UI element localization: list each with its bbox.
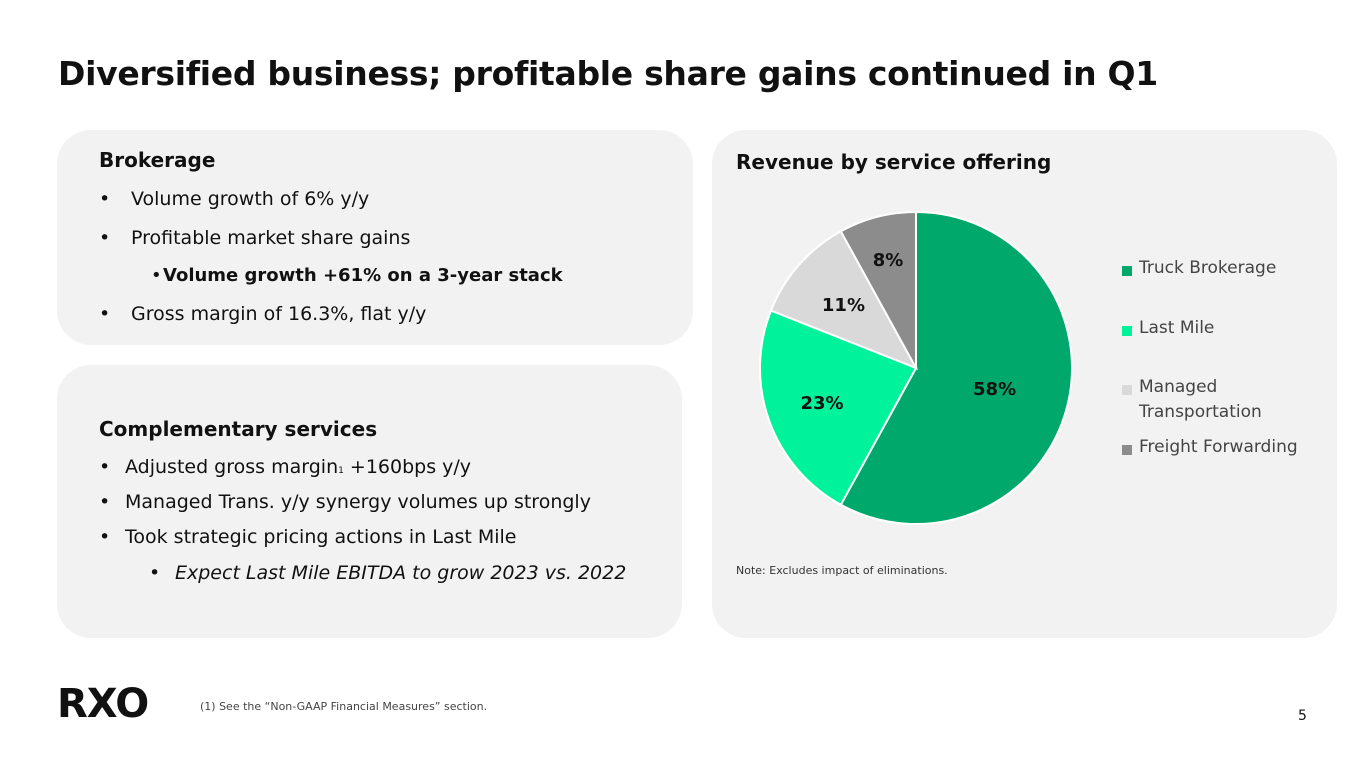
page-title: Diversified business; profitable share g…	[58, 54, 1158, 93]
footnote-ref: 1	[338, 466, 344, 476]
legend-swatch	[1122, 385, 1132, 395]
bullet-text-post: +160bps y/y	[343, 456, 472, 478]
bullet-text: Volume growth +61% on a 3-year stack	[163, 265, 563, 286]
bullet-marker: •	[99, 526, 111, 548]
legend-label-line: Last Mile	[1139, 318, 1215, 338]
bullet-marker: •	[99, 188, 111, 210]
legend-label-line: Transportation	[1139, 402, 1262, 422]
complementary-sub-bullet: • Expect Last Mile EBITDA to grow 2023 v…	[149, 562, 626, 584]
pie-slice-truck-brokerage	[839, 210, 1073, 525]
legend-label: Managed Transportation	[1139, 375, 1262, 425]
page-number: 5	[1298, 708, 1307, 724]
footnote: (1) See the “Non-GAAP Financial Measures…	[200, 700, 488, 713]
pie-label-truck-brokerage: 58%	[973, 379, 1016, 400]
legend-item: Truck Brokerage	[1122, 258, 1276, 281]
bullet-text: Managed Trans. y/y synergy volumes up st…	[125, 491, 591, 513]
pie-label-last-mile: 23%	[801, 393, 844, 414]
legend-item: Last Mile	[1122, 318, 1214, 341]
legend-swatch	[1122, 326, 1132, 336]
pie-slice-managed-transportation	[769, 229, 919, 370]
brokerage-bullet-1: • Volume growth of 6% y/y	[99, 188, 369, 210]
rxo-logo: RXO	[57, 681, 149, 727]
complementary-bullet-2: • Managed Trans. y/y synergy volumes up …	[99, 491, 591, 513]
bullet-marker: •	[99, 491, 111, 513]
legend-item: Freight Forwarding	[1122, 437, 1298, 460]
chart-note: Note: Excludes impact of eliminations.	[736, 564, 948, 577]
legend-item: Managed Transportation	[1122, 377, 1262, 425]
legend-label-line: Truck Brokerage	[1139, 258, 1277, 278]
brokerage-sub-bullet: • Volume growth +61% on a 3-year stack	[151, 265, 563, 286]
brokerage-bullet-4: • Gross margin of 16.3%, flat y/y	[99, 303, 426, 325]
complementary-bullet-1: • Adjusted gross margin 1 +160bps y/y	[99, 456, 471, 478]
pie-label-managed-transportation: 11%	[822, 295, 865, 316]
legend-label: Last Mile	[1139, 316, 1214, 341]
bullet-text-pre: Adjusted gross margin	[125, 456, 339, 478]
complementary-bullet-3: • Took strategic pricing actions in Last…	[99, 526, 517, 548]
brokerage-panel: Brokerage • Volume growth of 6% y/y • Pr…	[57, 130, 693, 345]
brokerage-bullet-2: • Profitable market share gains	[99, 227, 410, 249]
legend-swatch	[1122, 266, 1132, 276]
pie-slice-last-mile	[759, 309, 918, 507]
bullet-text: Gross margin of 16.3%, flat y/y	[131, 303, 427, 325]
revenue-pie-chart: 58% 23% 11% 8%	[759, 210, 1073, 525]
legend-label-line: Freight Forwarding	[1139, 437, 1298, 457]
legend-swatch	[1122, 445, 1132, 455]
bullet-marker: •	[99, 303, 111, 325]
complementary-heading: Complementary services	[99, 417, 378, 441]
bullet-marker: •	[99, 456, 111, 478]
bullet-marker: •	[99, 227, 111, 249]
bullet-text: Took strategic pricing actions in Last M…	[125, 526, 517, 548]
chart-panel: Revenue by service offering 58% 23% 11% 8% …	[712, 130, 1337, 638]
bullet-marker: •	[151, 265, 162, 286]
legend-label: Truck Brokerage	[1139, 256, 1276, 281]
bullet-text: Volume growth of 6% y/y	[131, 188, 370, 210]
pie-label-freight-forwarding: 8%	[873, 250, 904, 271]
pie-slice-freight-forwarding	[839, 210, 917, 369]
brokerage-heading: Brokerage	[99, 148, 216, 172]
bullet-text: Expect Last Mile EBITDA to grow 2023 vs.…	[175, 562, 627, 584]
legend-label-line: Managed	[1139, 377, 1218, 397]
chart-title: Revenue by service offering	[736, 150, 1052, 174]
legend-label: Freight Forwarding	[1139, 435, 1298, 460]
bullet-marker: •	[149, 562, 161, 584]
bullet-text: Profitable market share gains	[131, 227, 411, 249]
complementary-panel: Complementary services • Adjusted gross …	[57, 365, 682, 638]
